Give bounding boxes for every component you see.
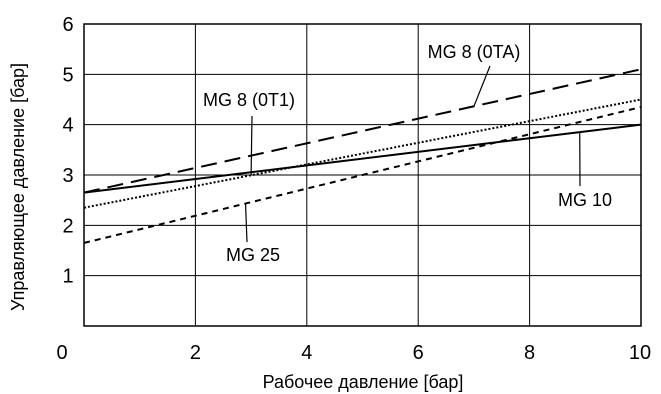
annotations: MG 8 (0TA) MG 8 (0T1) MG 10 MG 25 — [203, 42, 612, 265]
x-tick-label: 0 — [56, 342, 67, 364]
x-tick-label: 8 — [524, 342, 535, 364]
x-tick-label: 10 — [629, 342, 651, 364]
y-tick-label: 3 — [62, 165, 73, 187]
annotation-leader — [250, 115, 253, 176]
annotation-leader — [244, 203, 248, 243]
series-line-4 — [83, 106, 642, 244]
y-tick-label: 2 — [62, 215, 73, 237]
x-tick-label: 6 — [413, 342, 424, 364]
annotation-leader — [473, 65, 491, 107]
y-tick-label: 6 — [62, 14, 73, 36]
x-tick-labels: 0 2 4 6 8 10 — [56, 342, 651, 364]
x-axis-label: Рабочее давление [бар] — [263, 372, 464, 392]
y-tick-labels: 1 2 3 4 5 6 — [62, 14, 73, 288]
annotation-label: MG 10 — [558, 190, 612, 210]
series-line-2 — [83, 98, 642, 209]
x-tick-label: 2 — [190, 342, 201, 364]
y-tick-label: 5 — [62, 64, 73, 86]
annotation-label: MG 8 (0T1) — [203, 90, 295, 110]
y-tick-label: 4 — [62, 115, 73, 137]
series-lines — [83, 68, 642, 244]
annotation-label: MG 25 — [226, 245, 280, 265]
annotation-label: MG 8 (0TA) — [428, 42, 521, 62]
x-tick-label: 4 — [301, 342, 312, 364]
plot-frame — [83, 23, 642, 327]
series-line-3 — [83, 123, 642, 194]
y-tick-label: 1 — [62, 266, 73, 288]
y-axis-label: Управляющее давление [бар] — [8, 63, 28, 311]
